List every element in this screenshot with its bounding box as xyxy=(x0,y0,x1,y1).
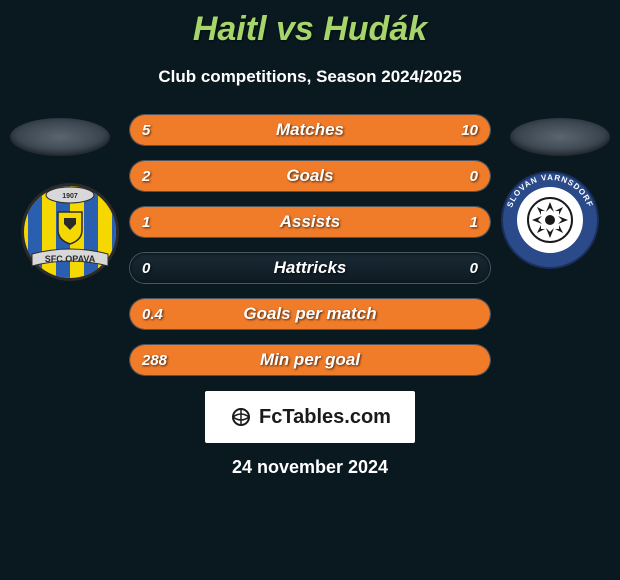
fctables-logo-icon xyxy=(229,405,253,429)
bar-fill-left xyxy=(130,207,310,237)
date-text: 24 november 2024 xyxy=(0,457,620,478)
stat-value-right: 0 xyxy=(470,253,478,283)
bar-fill-left xyxy=(130,161,490,191)
stat-value-left: 0 xyxy=(142,253,150,283)
footer-brand-box: FcTables.com xyxy=(205,391,415,443)
stat-value-right: 1 xyxy=(470,207,478,237)
stats-container: 5 Matches 10 2 Goals 0 1 Assists 1 0 Hat… xyxy=(0,115,620,375)
stat-value-left: 288 xyxy=(142,345,167,375)
subtitle: Club competitions, Season 2024/2025 xyxy=(0,67,620,87)
stat-value-left: 0.4 xyxy=(142,299,163,329)
stat-row-hattricks: 0 Hattricks 0 xyxy=(130,253,490,283)
bar-fill-right xyxy=(249,115,490,145)
bar-fill-left xyxy=(130,345,490,375)
footer-brand-text: FcTables.com xyxy=(259,406,391,429)
stat-row-goals: 2 Goals 0 xyxy=(130,161,490,191)
bar-fill-right xyxy=(310,207,490,237)
page-title: Haitl vs Hudák xyxy=(0,0,620,49)
bar-fill-left xyxy=(130,299,490,329)
stat-value-right: 0 xyxy=(470,161,478,191)
stat-row-min-per-goal: 288 Min per goal xyxy=(130,345,490,375)
stat-value-left: 5 xyxy=(142,115,150,145)
stat-value-left: 1 xyxy=(142,207,150,237)
stat-value-left: 2 xyxy=(142,161,150,191)
stat-value-right: 10 xyxy=(461,115,478,145)
stat-row-assists: 1 Assists 1 xyxy=(130,207,490,237)
stat-row-goals-per-match: 0.4 Goals per match xyxy=(130,299,490,329)
bar-bg xyxy=(130,253,490,283)
stat-row-matches: 5 Matches 10 xyxy=(130,115,490,145)
